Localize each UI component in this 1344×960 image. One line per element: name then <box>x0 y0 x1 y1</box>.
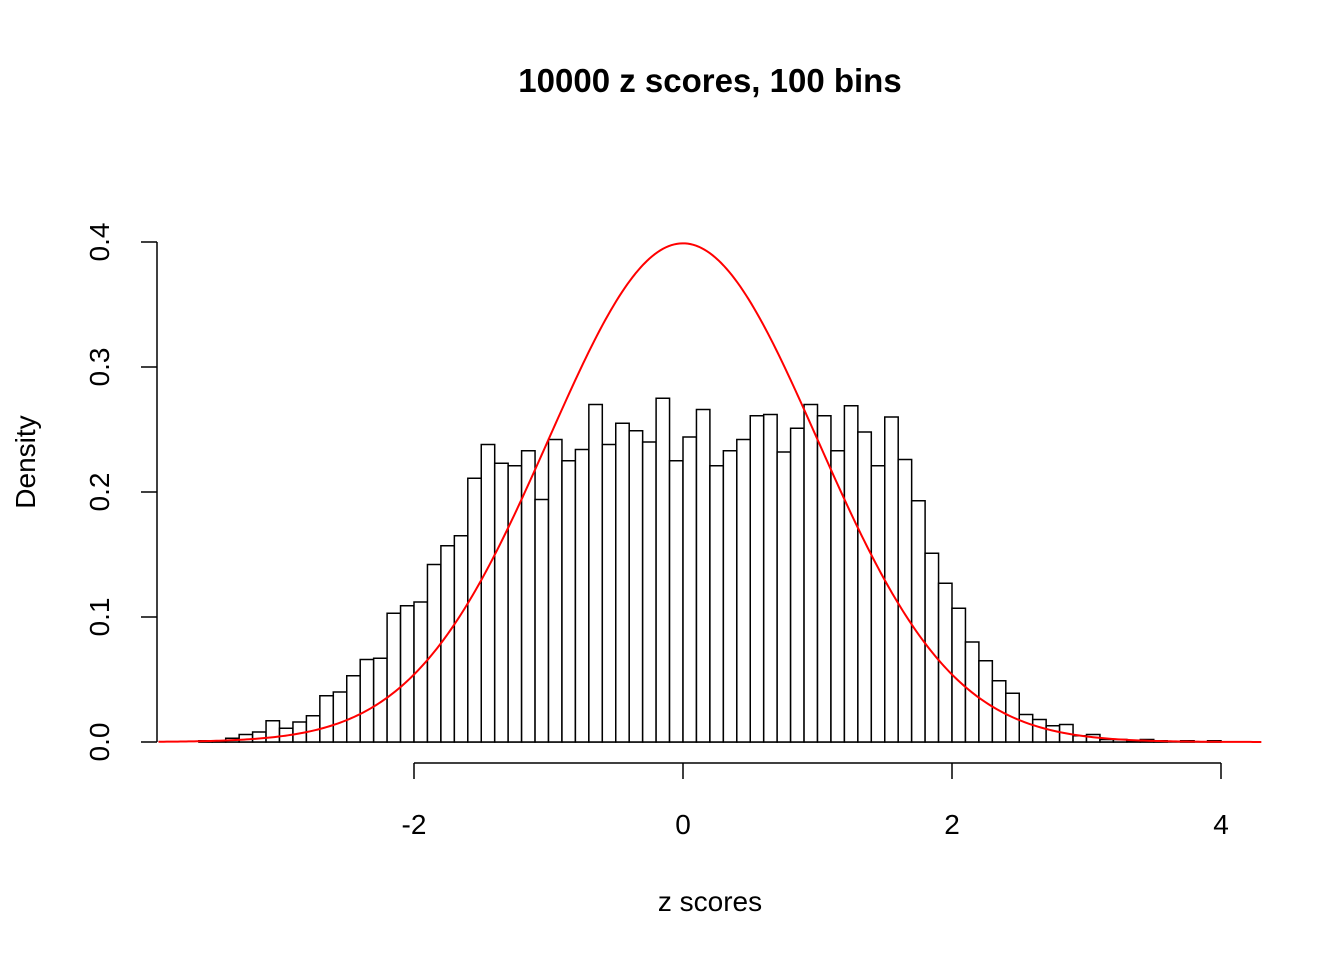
histogram-bar <box>480 443 496 743</box>
histogram-bar <box>265 720 281 743</box>
histogram-bar <box>561 460 577 743</box>
x-axis-label: z scores <box>658 886 762 917</box>
y-tick-label: 0.1 <box>84 598 115 637</box>
histogram-bar <box>615 422 630 743</box>
bars-group <box>198 397 1222 743</box>
histogram-bar <box>641 441 657 743</box>
histogram-bar <box>493 462 509 743</box>
y-axis-label: Density <box>10 415 41 508</box>
histogram-bar <box>346 675 361 743</box>
histogram-bar <box>588 403 604 743</box>
histogram-bar <box>655 397 671 743</box>
y-tick-label: 0.2 <box>84 473 115 512</box>
chart-title: 10000 z scores, 100 bins <box>518 62 901 99</box>
histogram-bar <box>628 430 644 743</box>
histogram-bar <box>1099 738 1115 743</box>
histogram-bar <box>736 438 751 743</box>
histogram-bar <box>453 535 469 743</box>
histogram-bar <box>332 691 348 743</box>
histogram-bar <box>682 436 698 743</box>
y-tick-label: 0.3 <box>84 348 115 387</box>
histogram-bar <box>695 408 711 743</box>
normal-density-curve <box>158 242 1262 743</box>
x-tick-label: 2 <box>944 809 960 840</box>
histogram-bar <box>924 552 940 743</box>
histogram-bar <box>762 413 778 743</box>
histogram-bar <box>843 405 859 743</box>
histogram-bar <box>440 545 456 743</box>
histogram-bar <box>749 415 765 743</box>
axes-group: 0.0 0.1 0.2 0.3 0.4 -2 0 2 4 <box>84 223 1229 840</box>
y-tick-label: 0.0 <box>84 723 115 762</box>
histogram-bar <box>359 658 375 743</box>
histogram-bar <box>547 438 563 743</box>
histogram-bar <box>399 605 415 743</box>
histogram-bar <box>467 477 482 743</box>
y-tick-label: 0.4 <box>84 223 115 262</box>
histogram-bar <box>897 458 913 743</box>
histogram-bar <box>910 500 926 743</box>
histogram-bar <box>507 465 523 743</box>
histogram-bar <box>386 612 402 743</box>
histogram-bar <box>722 450 738 743</box>
histogram-bar <box>857 431 873 743</box>
histogram-bar <box>884 416 899 743</box>
histogram-bar <box>601 443 617 743</box>
histogram-bar <box>709 465 725 743</box>
histogram-bar <box>789 427 805 743</box>
x-tick-label: 4 <box>1213 809 1229 840</box>
histogram-bar <box>776 451 792 743</box>
histogram-bar <box>251 731 267 743</box>
histogram-bar <box>574 448 590 743</box>
x-tick-label: 0 <box>675 809 691 840</box>
histogram-bar <box>534 498 550 743</box>
histogram-bar <box>803 403 819 743</box>
histogram-bar <box>668 460 684 743</box>
histogram-bar <box>870 465 886 743</box>
histogram-bar <box>1045 725 1061 743</box>
histogram-bar <box>1018 713 1034 743</box>
histogram-bar <box>1031 718 1047 743</box>
x-tick-label: -2 <box>402 809 427 840</box>
histogram-bar <box>319 695 335 743</box>
